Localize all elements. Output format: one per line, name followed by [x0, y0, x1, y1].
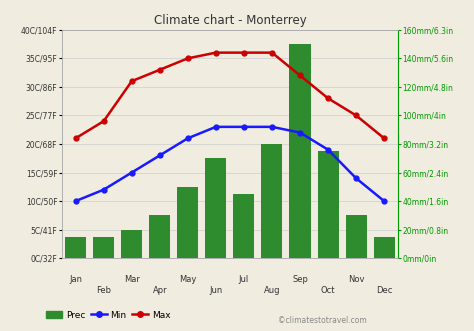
Text: May: May: [179, 275, 197, 284]
Bar: [290, 44, 310, 258]
Text: Dec: Dec: [376, 286, 392, 295]
Bar: [121, 230, 142, 258]
Text: Sep: Sep: [292, 275, 308, 284]
Bar: [177, 187, 198, 258]
Text: Nov: Nov: [348, 275, 365, 284]
Text: ©climatestotravel.com: ©climatestotravel.com: [278, 316, 367, 325]
Text: Aug: Aug: [264, 286, 280, 295]
Text: Jul: Jul: [239, 275, 249, 284]
Bar: [318, 151, 338, 258]
Text: Apr: Apr: [153, 286, 167, 295]
Bar: [262, 144, 283, 258]
Bar: [346, 215, 366, 258]
Bar: [205, 158, 227, 258]
Bar: [374, 237, 395, 258]
Text: Feb: Feb: [96, 286, 111, 295]
Bar: [93, 237, 114, 258]
Text: Jan: Jan: [69, 275, 82, 284]
Bar: [149, 215, 170, 258]
Text: Jun: Jun: [209, 286, 222, 295]
Legend: Prec, Min, Max: Prec, Min, Max: [43, 307, 174, 323]
Bar: [233, 194, 255, 258]
Text: Mar: Mar: [124, 275, 140, 284]
Bar: [65, 237, 86, 258]
Title: Climate chart - Monterrey: Climate chart - Monterrey: [154, 14, 306, 27]
Text: Oct: Oct: [321, 286, 335, 295]
